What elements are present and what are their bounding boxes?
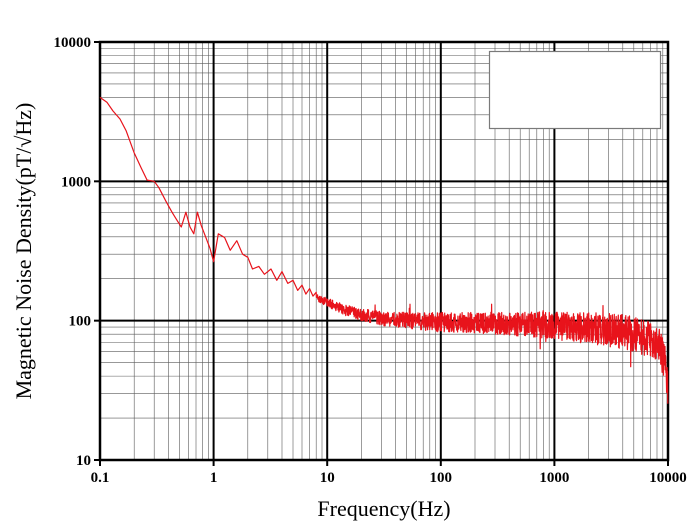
y-tick-label: 100 xyxy=(69,314,92,330)
plot-frame xyxy=(98,40,670,462)
y-tick-label: 10000 xyxy=(54,35,92,51)
x-tick-label: 10000 xyxy=(649,470,687,486)
y-tick-label: 1000 xyxy=(61,174,91,190)
legend-box xyxy=(488,50,662,130)
x-tick-label: 0.1 xyxy=(91,470,110,486)
x-tick-label: 1 xyxy=(210,470,218,486)
x-tick-label: 10 xyxy=(320,470,335,486)
x-tick-label: 100 xyxy=(430,470,453,486)
x-axis-title: Frequency(Hz) xyxy=(317,496,451,521)
y-axis-title: Magnetic Noise Density(pT/√Hz) xyxy=(11,102,36,400)
noise-density-trace xyxy=(99,96,669,404)
y-tick-label: 10 xyxy=(76,453,91,469)
x-tick-label: 1000 xyxy=(539,470,569,486)
